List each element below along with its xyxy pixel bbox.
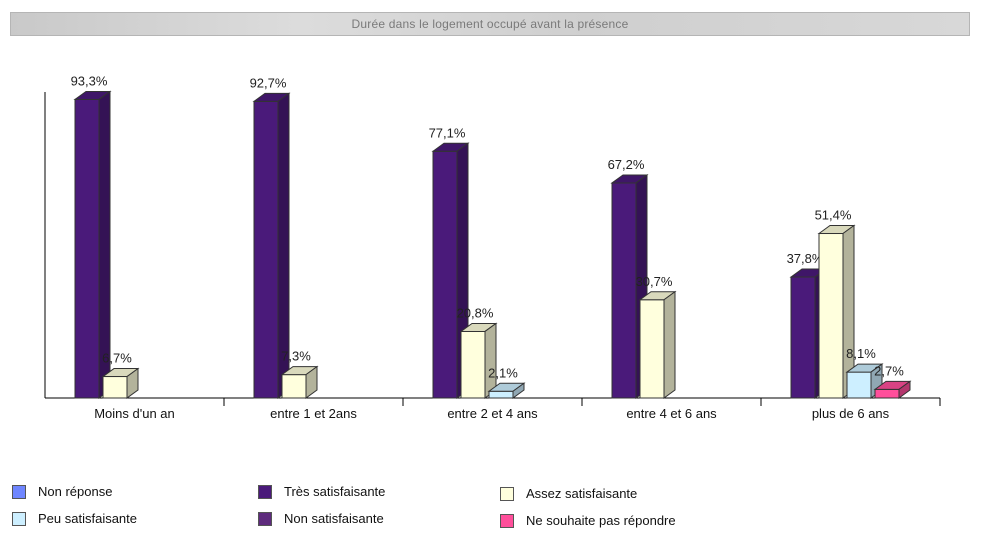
data-label: 20,8%	[457, 305, 494, 320]
data-label: 2,1%	[488, 365, 518, 380]
bar	[818, 233, 844, 399]
cream-square-icon	[500, 486, 514, 501]
x-tick-label: entre 2 et 4 ans	[447, 406, 538, 421]
bar	[874, 388, 900, 399]
x-tick-label: Moins d'un an	[94, 406, 175, 421]
data-label: 67,2%	[608, 157, 645, 172]
blue-square-icon	[12, 484, 26, 499]
data-label: 37,8%	[787, 251, 824, 266]
chart-title-bar: Durée dans le logement occupé avant la p…	[10, 12, 970, 36]
legend-item-ne-souhaite-pas: Ne souhaite pas répondre	[500, 513, 676, 528]
x-tick-label: entre 1 et 2ans	[270, 406, 357, 421]
bar-side	[898, 380, 911, 399]
data-label: 8,1%	[846, 346, 876, 361]
legend-item-non-reponse: Non réponse	[12, 484, 112, 499]
data-label: 77,1%	[429, 125, 466, 140]
bar	[488, 390, 514, 399]
bar-chart: Moins d'un an entre 1 et 2ans entre 2 et 4…	[44, 73, 941, 421]
legend-label: Peu satisfaisante	[38, 511, 138, 526]
legend-label: Assez satisfaisante	[526, 486, 638, 501]
bar	[460, 330, 486, 399]
data-label: 92,7%	[250, 75, 287, 90]
bar-side	[305, 365, 318, 399]
legend: Non réponse Peu satisfaisante Très satis…	[0, 480, 981, 536]
data-label: 51,4%	[815, 208, 852, 223]
bar	[790, 276, 816, 399]
x-tick-label: plus de 6 ans	[812, 406, 890, 421]
bar-side	[663, 290, 676, 399]
bar	[432, 150, 458, 399]
chart-title: Durée dans le logement occupé avant la p…	[351, 17, 629, 31]
bar	[102, 376, 128, 399]
dark-purple-square-icon	[258, 511, 272, 526]
bar	[74, 98, 100, 399]
legend-item-tres-satisfaisante: Très satisfaisante	[258, 484, 385, 499]
legend-label: Très satisfaisante	[284, 484, 386, 499]
data-label: 93,3%	[71, 73, 108, 88]
data-label: 30,7%	[636, 274, 673, 289]
bar	[639, 299, 665, 399]
bar	[281, 374, 307, 399]
legend-label: Non satisfaisante	[284, 511, 384, 526]
pink-square-icon	[500, 513, 514, 528]
legend-item-assez-satisfaisante: Assez satisfaisante	[500, 486, 637, 501]
light-blue-square-icon	[12, 511, 26, 526]
data-label: 6,7%	[102, 351, 132, 366]
bar	[846, 371, 872, 399]
legend-label: Ne souhaite pas répondre	[526, 513, 676, 528]
purple-square-icon	[258, 484, 272, 499]
data-label: 7,3%	[281, 349, 311, 364]
bar-side	[512, 382, 525, 399]
bar	[253, 100, 279, 399]
legend-item-non-satisfaisante: Non satisfaisante	[258, 511, 384, 526]
data-label: 2,7%	[874, 363, 904, 378]
legend-item-peu-satisfaisante: Peu satisfaisante	[12, 511, 137, 526]
legend-label: Non réponse	[38, 484, 113, 499]
bar-side	[126, 367, 139, 399]
x-tick-label: entre 4 et 6 ans	[626, 406, 717, 421]
bar	[611, 182, 637, 399]
